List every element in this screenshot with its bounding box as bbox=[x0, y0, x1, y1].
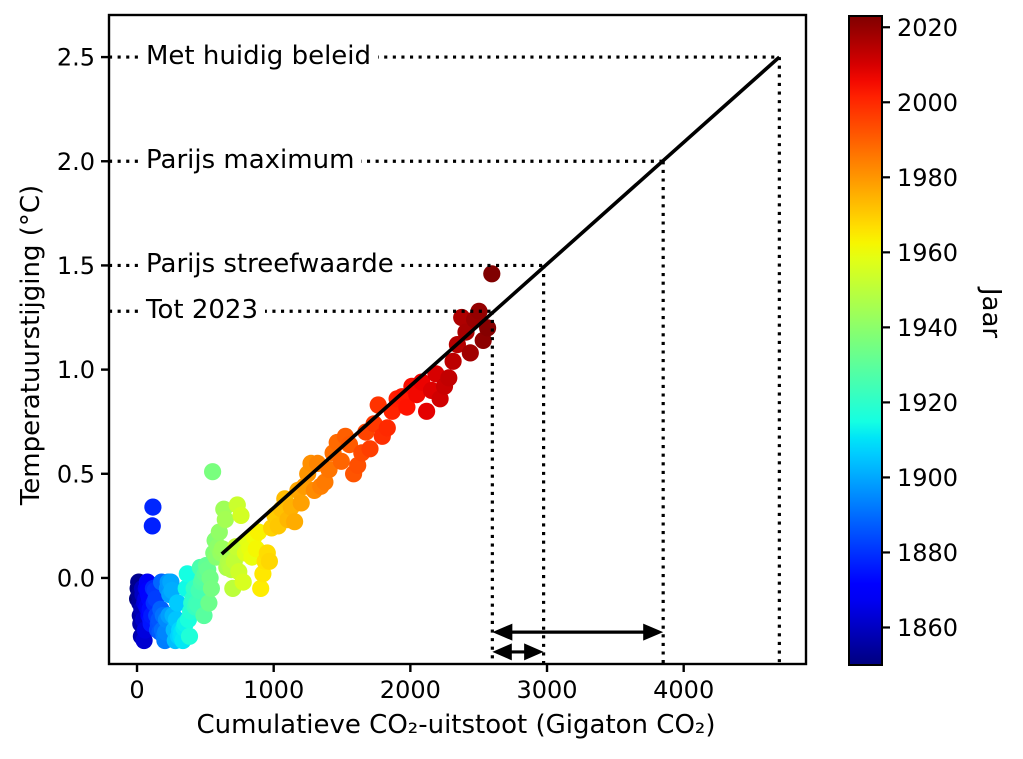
data-point bbox=[216, 510, 234, 529]
y-tick-label: 1.0 bbox=[57, 356, 95, 384]
x-tick-label: 3000 bbox=[516, 676, 577, 704]
colorbar-tick-label: 1920 bbox=[897, 389, 958, 417]
data-point bbox=[234, 573, 252, 591]
data-point bbox=[286, 513, 304, 531]
x-tick-label: 4000 bbox=[653, 676, 714, 704]
data-point bbox=[398, 398, 416, 416]
data-point bbox=[260, 552, 278, 570]
colorbar-label: Jaar bbox=[976, 287, 1006, 339]
data-point bbox=[457, 323, 475, 341]
colorbar-tick-label: 1960 bbox=[897, 239, 958, 267]
data-point bbox=[483, 265, 501, 283]
data-point bbox=[143, 517, 161, 535]
data-point bbox=[332, 452, 350, 470]
data-point bbox=[200, 594, 218, 612]
x-tick-label: 0 bbox=[129, 676, 144, 704]
data-point bbox=[340, 436, 359, 454]
arrow-head-left bbox=[492, 643, 512, 661]
colorbar: 1860 1880 1900 1920 1940 1960 1980 2000 2020 bbox=[848, 14, 958, 666]
data-point bbox=[320, 461, 338, 479]
y-tick-label: 0.5 bbox=[57, 460, 95, 488]
data-point bbox=[418, 402, 436, 420]
data-point bbox=[427, 365, 445, 383]
scatter-series bbox=[129, 265, 501, 650]
colorbar-tick-label: 1900 bbox=[897, 464, 958, 492]
colorbar-tick-label: 2020 bbox=[897, 14, 958, 42]
data-point bbox=[204, 463, 222, 481]
annotation-tot-2023: Tot 2023 bbox=[139, 295, 265, 326]
arrow-head-right bbox=[524, 643, 544, 661]
data-point bbox=[202, 579, 220, 598]
data-point bbox=[378, 419, 396, 437]
data-point bbox=[168, 594, 187, 612]
colorbar-tick-label: 1980 bbox=[897, 164, 958, 192]
arrow-head-right bbox=[643, 623, 664, 641]
trend-line bbox=[220, 55, 781, 556]
colorbar-tick-label: 1880 bbox=[897, 539, 958, 567]
data-point bbox=[365, 415, 383, 433]
data-point bbox=[249, 523, 268, 541]
data-point bbox=[292, 494, 310, 512]
colorbar-border bbox=[848, 15, 883, 666]
x-tick-label: 2000 bbox=[380, 676, 441, 704]
axes: 0 1000 2000 3000 4000 0.0 0.5 1.0 1.5 2.0 2.5 bbox=[57, 13, 808, 704]
data-point bbox=[180, 627, 199, 645]
y-axis-label: Temperatuurstijging (°C) bbox=[16, 184, 46, 506]
annotation-parijs-streefwaarde: Parijs streefwaarde bbox=[139, 249, 401, 281]
x-tick-label: 1000 bbox=[243, 676, 304, 704]
data-point bbox=[232, 506, 250, 524]
y-tick-label: 0.0 bbox=[57, 564, 95, 592]
y-tick-label: 2.0 bbox=[57, 148, 95, 176]
colorbar-tick-label: 2000 bbox=[897, 89, 958, 117]
arrow-head-left bbox=[492, 623, 513, 641]
data-point bbox=[252, 579, 270, 598]
colorbar-gradient bbox=[849, 16, 882, 665]
plot-border bbox=[107, 13, 808, 666]
data-point bbox=[144, 498, 162, 516]
y-tick-label: 2.5 bbox=[57, 44, 95, 72]
data-point bbox=[440, 369, 458, 387]
data-point bbox=[361, 440, 379, 458]
y-tick-label: 1.5 bbox=[57, 252, 95, 280]
x-axis-label: Cumulatieve CO₂-uitstoot (Gigaton CO₂) bbox=[196, 710, 716, 740]
data-point bbox=[479, 319, 497, 337]
data-point bbox=[444, 352, 462, 370]
colorbar-tick-label: 1940 bbox=[897, 314, 958, 342]
budget-arrows bbox=[492, 623, 664, 661]
data-point bbox=[461, 344, 479, 362]
data-point bbox=[453, 308, 471, 327]
annotation-met-huidig-beleid: Met huidig beleid bbox=[139, 41, 379, 72]
colorbar-tick-label: 1860 bbox=[897, 614, 958, 642]
annotation-parijs-maximum: Parijs maximum bbox=[139, 145, 362, 176]
data-point bbox=[178, 565, 196, 583]
